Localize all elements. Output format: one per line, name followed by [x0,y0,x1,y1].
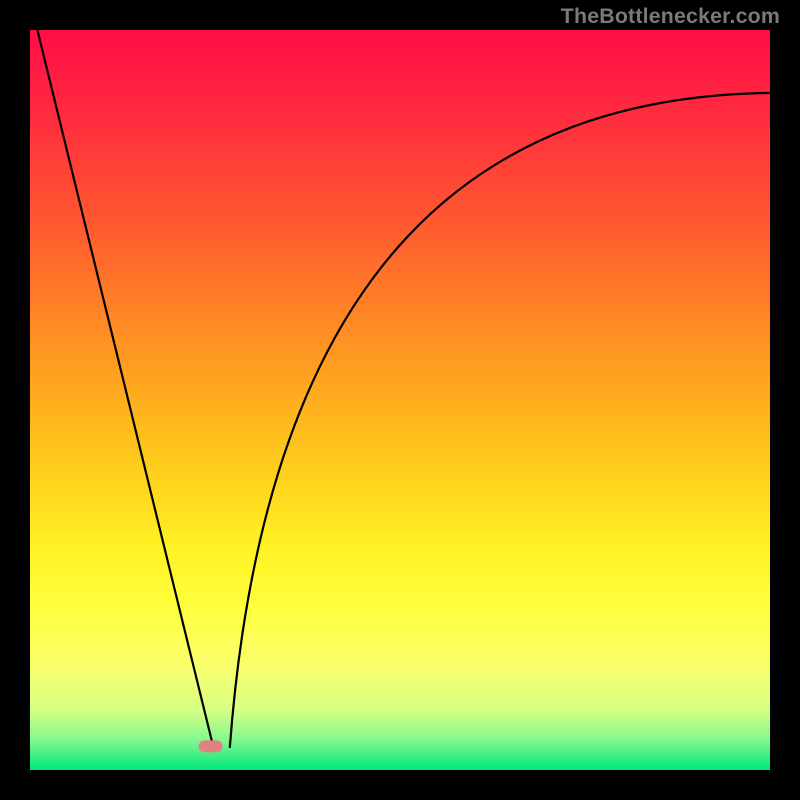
bottleneck-chart-svg [0,0,800,800]
plot-background [30,30,770,770]
chart-frame: TheBottlenecker.com [0,0,800,800]
minimum-marker [199,740,223,752]
watermark-text: TheBottlenecker.com [561,4,780,29]
